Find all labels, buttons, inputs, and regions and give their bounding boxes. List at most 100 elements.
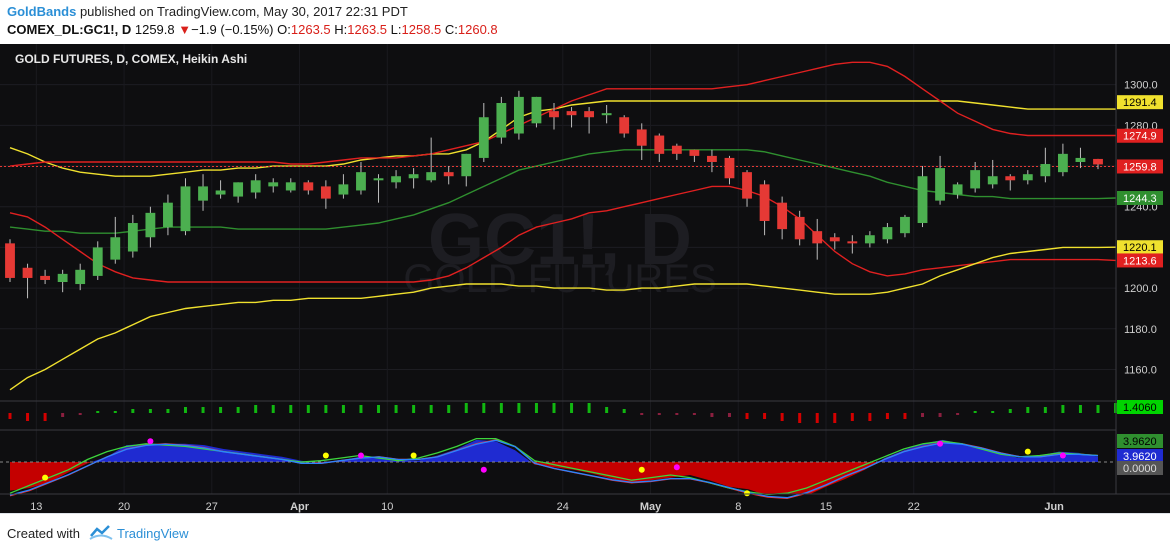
price-label-box xyxy=(1117,159,1163,174)
candle-down xyxy=(689,149,700,156)
volume-bar xyxy=(236,407,240,413)
oscillator-dot xyxy=(42,474,49,481)
volume-bar xyxy=(692,413,696,415)
price-label: 1213.6 xyxy=(1123,255,1157,267)
x-tick-label: 24 xyxy=(557,501,569,513)
chart-header: GoldBands published on TradingView.com, … xyxy=(0,0,1170,44)
volume-bar xyxy=(1061,405,1065,413)
volume-bar xyxy=(412,405,416,413)
candle-down xyxy=(1005,176,1016,181)
candle-down xyxy=(829,237,840,242)
footer: Created with TradingView xyxy=(0,513,1170,552)
oscillator-dot xyxy=(147,438,154,445)
candle-up xyxy=(57,273,68,283)
candle-up xyxy=(426,172,437,181)
price-label-box xyxy=(1117,95,1163,110)
candle-up xyxy=(970,170,981,189)
candle-up xyxy=(356,172,366,191)
volume-bar xyxy=(675,413,679,415)
volume-label: 1.4060 xyxy=(1123,402,1157,414)
x-tick-label: May xyxy=(640,501,662,513)
close-label: C: xyxy=(444,22,458,37)
symbol-line: COMEX_DL:GC1!, D 1259.8 ▼−1.9 (−0.15%) O… xyxy=(7,22,498,37)
oscillator-dot xyxy=(1024,448,1031,455)
author-link[interactable]: GoldBands xyxy=(7,4,77,19)
volume-bar xyxy=(1096,405,1100,413)
tradingview-link[interactable]: TradingView xyxy=(117,526,189,541)
volume-bar xyxy=(938,413,942,417)
volume-bar xyxy=(815,413,819,423)
chart-area[interactable]: GC1!, D GOLD FUTURES 1.4060 3.9620 3.9620… xyxy=(0,44,1170,513)
close-value: 1260.8 xyxy=(457,22,498,37)
open-value: 1263.5 xyxy=(290,22,331,37)
candle-down xyxy=(303,182,314,191)
volume-bar xyxy=(534,403,538,413)
publish-line: GoldBands published on TradingView.com, … xyxy=(7,4,408,19)
tradingview-logo-icon[interactable] xyxy=(88,523,114,541)
volume-bar xyxy=(201,407,205,413)
candle-up xyxy=(250,180,261,193)
candle-up xyxy=(1022,174,1033,181)
volume-bar xyxy=(1008,409,1012,413)
price-label: 1274.9 xyxy=(1123,131,1157,143)
volume-bar xyxy=(798,413,802,423)
candle-down xyxy=(812,231,823,244)
volume-bar xyxy=(271,405,275,413)
candle-up xyxy=(373,178,384,181)
x-tick-label: 15 xyxy=(820,501,832,513)
candle-down xyxy=(847,241,858,244)
volume-bar xyxy=(991,411,995,413)
candle-down xyxy=(22,267,33,278)
volume-bar xyxy=(622,409,626,413)
volume-bar xyxy=(447,405,451,413)
volume-bar xyxy=(377,405,381,413)
candle-down xyxy=(5,243,15,278)
volume-bar xyxy=(640,413,644,415)
last-price: 1259.8 xyxy=(134,22,175,37)
candle-up xyxy=(935,168,945,201)
oscillator-dot xyxy=(357,452,364,459)
candle-down xyxy=(742,172,752,199)
oscillator-dot xyxy=(322,452,329,459)
candle-up xyxy=(268,182,279,187)
volume-bar xyxy=(1043,407,1047,413)
candle-up xyxy=(285,182,296,191)
oscillator-dot xyxy=(480,466,487,473)
candle-down xyxy=(320,186,331,199)
volume-bar xyxy=(499,403,503,413)
candle-up xyxy=(338,184,349,195)
volume-bar xyxy=(359,405,363,413)
oscillator-label-box xyxy=(1117,434,1163,448)
volume-bar xyxy=(850,413,854,421)
watermark-symbol: GC1!, D xyxy=(428,200,692,280)
volume-bar xyxy=(605,407,609,413)
volume-bar xyxy=(148,409,152,413)
x-tick-label: 20 xyxy=(118,501,130,513)
oscillator-main-line xyxy=(9,437,1099,496)
time-axis: 13 20 27 Apr 10 24 May 8 15 22 Jun xyxy=(30,501,1064,513)
candle-down xyxy=(549,111,559,118)
volume-bar xyxy=(780,413,784,421)
volume-pane: 1.4060 xyxy=(0,400,1163,423)
volume-bar xyxy=(219,407,223,413)
volume-bar xyxy=(903,413,907,419)
candle-up xyxy=(461,153,472,177)
candle-up xyxy=(163,202,173,228)
volume-bar xyxy=(341,405,345,413)
price-change: −1.9 (−0.15%) xyxy=(191,22,274,37)
candle-up xyxy=(952,184,963,195)
price-label-box xyxy=(1117,190,1163,205)
candle-down xyxy=(707,155,717,162)
candle-up xyxy=(215,190,226,195)
candle-up xyxy=(601,113,612,116)
volume-bar xyxy=(306,405,310,413)
volume-bar xyxy=(517,403,521,413)
candle-up xyxy=(1057,153,1068,173)
y-tick-label: 1300.0 xyxy=(1124,80,1158,92)
candle-down xyxy=(794,216,805,240)
candle-up xyxy=(75,269,86,285)
chart-canvas[interactable]: GC1!, D GOLD FUTURES 1.4060 3.9620 3.9620… xyxy=(0,44,1170,513)
volume-bar xyxy=(8,413,12,419)
candle-down xyxy=(619,117,630,134)
